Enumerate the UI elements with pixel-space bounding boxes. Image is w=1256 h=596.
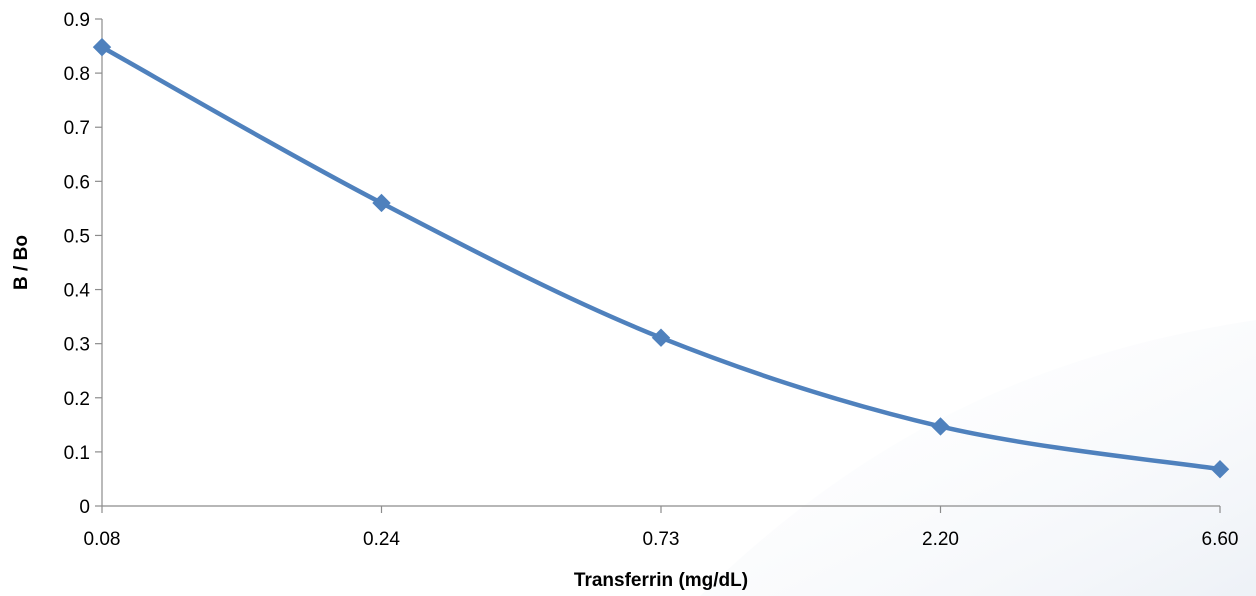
x-tick-label: 0.24 [363,529,400,550]
y-tick-label: 0.4 [64,281,91,302]
data-point-marker [372,193,391,213]
data-point-marker [931,417,950,436]
data-point-marker [651,328,671,347]
data-point-marker [1210,459,1230,479]
x-tick-label: 0.73 [643,529,680,550]
data-point-marker [92,37,112,57]
x-tick-label: 2.20 [922,529,959,550]
x-axis-ticks: 0.08 0.24 0.73 2.20 6.60 [84,506,1239,550]
y-tick-label: 0.5 [64,226,90,247]
y-tick-label: 0.3 [64,335,90,356]
y-axis-ticks: 0 0.1 0.2 0.3 0.4 0.5 0.6 0.7 0.8 0.9 [64,10,102,518]
y-tick-label: 0.7 [64,118,90,139]
y-axis-title: B / Bo [11,235,32,290]
y-tick-label: 0.9 [64,10,90,31]
y-tick-label: 0.6 [64,172,90,193]
y-tick-label: 0.1 [64,443,90,464]
y-tick-label: 0.2 [64,389,90,410]
x-tick-label: 0.08 [84,529,121,550]
background-swoosh [700,320,1256,596]
series-layer [92,37,1230,479]
x-tick-label: 6.60 [1202,529,1239,550]
y-tick-label: 0 [79,497,90,518]
x-axis-title: Transferrin (mg/dL) [574,570,748,591]
y-tick-label: 0.8 [64,64,90,85]
